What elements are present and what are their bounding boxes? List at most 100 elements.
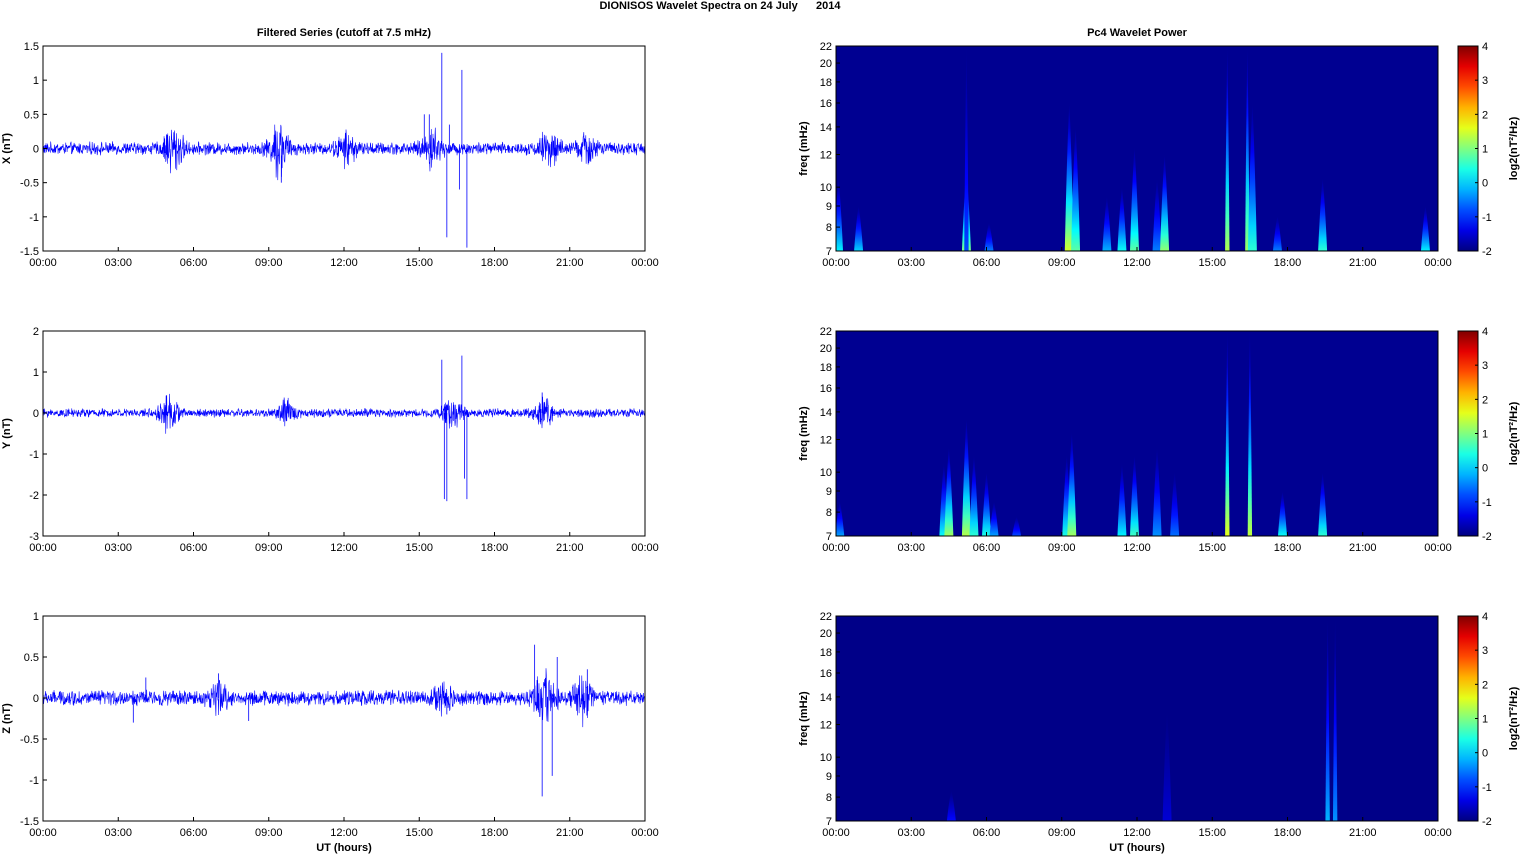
x-tick-label: 21:00: [1349, 542, 1377, 554]
x-tick-label: 15:00: [405, 542, 433, 554]
y-tick-label: -1: [29, 449, 39, 461]
y-tick-label: 12: [820, 150, 832, 162]
y-tick-label: -0.5: [20, 178, 39, 190]
y-axis-label: Z (nT): [1, 703, 13, 734]
x-tick-label: 12:00: [330, 542, 358, 554]
wavelet-burst: [1225, 331, 1230, 536]
y-tick-label: 10: [820, 467, 832, 479]
x-tick-label: 21:00: [556, 257, 584, 269]
y-tick-label: 14: [820, 692, 832, 704]
y-tick-label: 14: [820, 122, 832, 134]
x-tick-label: 15:00: [1198, 542, 1226, 554]
y-tick-label: 10: [820, 752, 832, 764]
y-tick-label: 20: [820, 58, 832, 70]
wavelet-burst: [1071, 126, 1081, 251]
x-tick-label: 03:00: [104, 542, 132, 554]
series-line: [42, 124, 646, 181]
x-axis-label: UT (hours): [316, 842, 372, 854]
x-tick-label: 00:00: [29, 257, 57, 269]
y-axis-label: freq (mHz): [798, 121, 810, 176]
y-tick-label: -1.5: [20, 246, 39, 258]
figure-title: DIONISOS Wavelet Spectra on 24 July 2014: [599, 0, 841, 12]
wavelet-burst: [1160, 154, 1170, 251]
x-tick-label: 03:00: [897, 827, 925, 839]
right-column-title: Pc4 Wavelet Power: [1087, 27, 1188, 39]
x-tick-label: 06:00: [973, 542, 1001, 554]
colorbar-tick-label: 3: [1482, 645, 1488, 657]
y-tick-label: 8: [826, 792, 832, 804]
wavelet-burst: [1318, 178, 1328, 251]
heatmap-bursts: [836, 331, 1328, 536]
timeseries-panel-x: 1.5 1 0.5 0 -0.5 -1 -1.5 X (nT) 00:00 03:00 06:00 0…: [1, 41, 659, 269]
wavelet-burst: [961, 418, 971, 536]
colorbar-label: log2(nT²/Hz): [1508, 116, 1520, 180]
wavelet-burst: [1245, 46, 1250, 251]
wavelet-burst: [989, 501, 999, 536]
x-tick-label: 09:00: [1048, 542, 1076, 554]
x-tick-label: 06:00: [973, 827, 1001, 839]
x-tick-label: 00:00: [631, 257, 659, 269]
colorbar-tick-label: -2: [1482, 816, 1492, 828]
y-tick-label: 14: [820, 407, 832, 419]
y-tick-label: -1.5: [20, 816, 39, 828]
x-tick-label: 00:00: [631, 542, 659, 554]
x-tick-label: 00:00: [1424, 827, 1452, 839]
wavelet-burst: [1272, 216, 1282, 251]
y-tick-label: 18: [820, 77, 832, 89]
x-tick-label: 21:00: [1349, 257, 1377, 269]
x-tick-label: 09:00: [255, 542, 283, 554]
heatmap-bursts: [946, 616, 1338, 821]
x-tick-label: 06:00: [180, 827, 208, 839]
colorbar-tick-label: 4: [1482, 41, 1488, 53]
x-tick-label: 12:00: [1123, 542, 1151, 554]
x-tick-label: 21:00: [556, 542, 584, 554]
x-tick-label: 06:00: [180, 542, 208, 554]
colorbar-label: log2(nT²/Hz): [1508, 401, 1520, 465]
x-tick-label: 12:00: [1123, 827, 1151, 839]
y-tick-label: 0.5: [24, 652, 39, 664]
x-tick-label: 06:00: [973, 257, 1001, 269]
y-tick-label: 9: [826, 486, 832, 498]
left-column-title: Filtered Series (cutoff at 7.5 mHz): [257, 27, 432, 39]
x-tick-label: 18:00: [481, 827, 509, 839]
x-tick-label: 09:00: [1048, 257, 1076, 269]
x-tick-label: 15:00: [405, 257, 433, 269]
x-tick-label: 03:00: [104, 257, 132, 269]
wavelet-burst: [1318, 472, 1328, 536]
colorbar: 4 3 2 1 0 -1 -2 log2(nT²/Hz): [1457, 41, 1520, 258]
y-tick-label: 16: [820, 98, 832, 110]
wavelet-burst: [1162, 710, 1172, 821]
colorbar-tick-label: -1: [1482, 212, 1492, 224]
wavelet-burst: [964, 46, 969, 251]
y-axis-label: freq (mHz): [798, 406, 810, 461]
y-tick-label: 22: [820, 611, 832, 623]
y-tick-label: 20: [820, 628, 832, 640]
x-tick-label: 06:00: [180, 257, 208, 269]
x-tick-label: 00:00: [822, 542, 850, 554]
wavelet-burst: [1247, 331, 1253, 536]
y-tick-label: 9: [826, 201, 832, 213]
y-tick-label: 16: [820, 383, 832, 395]
y-tick-label: -2: [29, 490, 39, 502]
colorbar-tick-label: -1: [1482, 782, 1492, 794]
x-tick-label: 00:00: [822, 257, 850, 269]
colorbar: 4 3 2 1 0 -1 -2 log2(nT²/Hz): [1457, 326, 1520, 543]
x-tick-label: 15:00: [1198, 257, 1226, 269]
colorbar-tick-label: 1: [1482, 144, 1488, 156]
x-tick-label: 00:00: [631, 827, 659, 839]
timeseries-panel-y: 2 1 0 -1 -2 -3 Y (nT) 00:00 03:00 06:00 09:00 12:00…: [1, 326, 659, 554]
wavelet-burst: [984, 222, 994, 251]
colorbar-label: log2(nT²/Hz): [1508, 686, 1520, 750]
colorbar-tick-label: 0: [1482, 748, 1488, 760]
wavelet-burst: [1247, 103, 1257, 251]
x-tick-label: 18:00: [481, 542, 509, 554]
colorbar-tick-label: 2: [1482, 394, 1488, 406]
wavelet-burst: [1064, 103, 1074, 251]
y-tick-label: 1.5: [24, 41, 39, 53]
y-tick-label: 0.5: [24, 109, 39, 121]
x-tick-label: 00:00: [822, 827, 850, 839]
wavelet-burst: [1129, 455, 1139, 536]
x-tick-label: 09:00: [255, 257, 283, 269]
wavelet-burst: [1332, 616, 1338, 821]
